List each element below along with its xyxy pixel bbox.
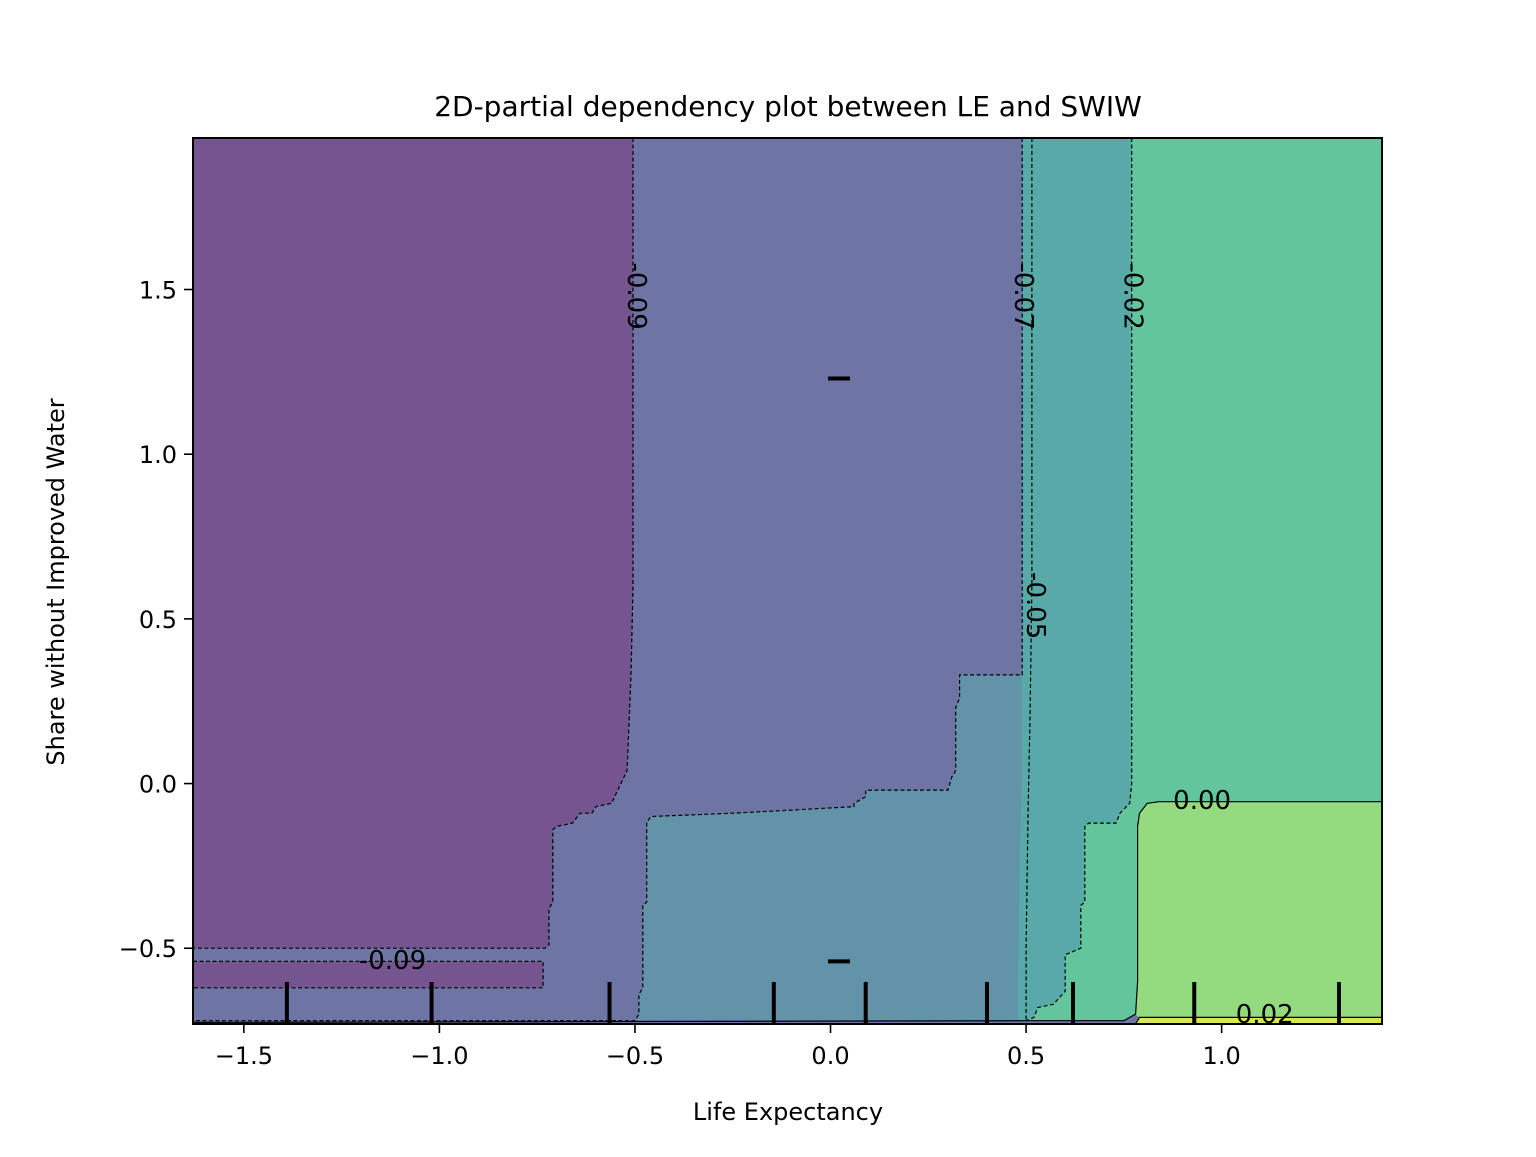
contour-label: -0.09 (359, 946, 426, 976)
decile-marks (284, 376, 1341, 1024)
contour-0.02 (1135, 1016, 1382, 1025)
x-tick-label: 0.0 (811, 1042, 849, 1070)
contour-label-group: -0.09 (621, 262, 651, 329)
contour-regions (192, 137, 1383, 1025)
x-axis: −1.5 −1.0 −0.5 0.0 0.5 1.0 (215, 1024, 1241, 1070)
x-tick-label: 1.0 (1203, 1042, 1241, 1070)
y-tick-label: 1.0 (139, 441, 177, 469)
contour-label-group: -0.07 (1008, 262, 1038, 329)
contour-label: 0.02 (1236, 1000, 1294, 1030)
region-level-6 (1135, 801, 1383, 1018)
contour-minus-0.02 (1025, 138, 1133, 1022)
contour-label-group: -0.09 (359, 946, 426, 976)
x-tick-label: −0.5 (606, 1042, 664, 1070)
y-axis-label: Share without Improved Water (42, 398, 70, 765)
contour-minus-0.07 (193, 138, 1023, 1022)
contour-label-group: 0.00 (1173, 786, 1231, 816)
y-tick-label: −0.5 (119, 935, 177, 963)
contour-labels: -0.09 -0.07 -0.02 -0.05 0.00 -0.09 0.02 (359, 262, 1294, 1030)
contour-label: -0.05 (1020, 572, 1050, 639)
x-tick-label: −1.5 (215, 1042, 273, 1070)
y-tick-label: 1.5 (139, 277, 177, 305)
y-tick-label: 0.5 (139, 606, 177, 634)
contour-label-group: 0.02 (1236, 1000, 1294, 1030)
x-tick-label: −1.0 (410, 1042, 468, 1070)
contour-label: 0.00 (1173, 786, 1231, 816)
contour-label-group: -0.05 (1020, 572, 1050, 639)
contour-minus-0.09 (193, 138, 634, 949)
x-tick-label: 0.5 (1007, 1042, 1045, 1070)
contour-label: -0.09 (621, 262, 651, 329)
y-axis: −0.5 0.0 0.5 1.0 1.5 (119, 277, 193, 963)
contour-label: -0.02 (1118, 262, 1148, 329)
contour-label-group: -0.02 (1118, 262, 1148, 329)
x-axis-label: Life Expectancy (693, 1098, 883, 1126)
plot-frame (192, 137, 1383, 1025)
y-tick-label: 0.0 (139, 771, 177, 799)
contour-label: -0.07 (1008, 262, 1038, 329)
chart-title: 2D-partial dependency plot between LE an… (434, 90, 1142, 123)
contour-minus-0.05 (1025, 138, 1033, 1021)
